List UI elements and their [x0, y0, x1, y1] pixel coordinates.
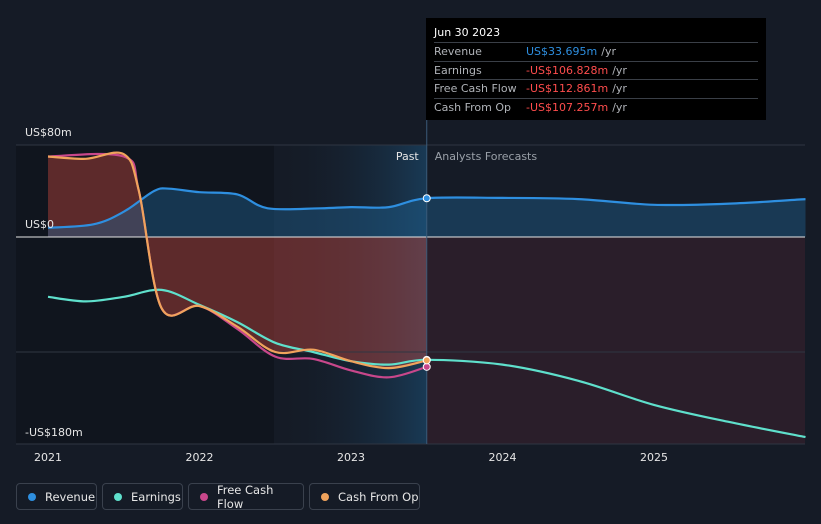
x-tick-label: 2025: [640, 451, 668, 464]
tooltip-row-value: -US$106.828m: [526, 63, 609, 77]
tooltip-row-label: Revenue: [434, 45, 482, 58]
legend-item-free-cash-flow[interactable]: Free Cash Flow: [188, 482, 304, 511]
revenue-marker: [422, 194, 431, 203]
legend-dot-icon: [200, 492, 208, 501]
tooltip-row-unit: /yr: [612, 82, 627, 95]
tooltip-row-value: -US$112.861m: [526, 82, 609, 95]
legend-label: Cash From Op: [338, 489, 419, 504]
legend-item-cash-from-op[interactable]: Cash From Op: [309, 483, 420, 510]
cash-from-op-marker: [422, 356, 431, 365]
tooltip-row-value: US$33.695m: [526, 45, 598, 58]
x-tick-label: 2023: [337, 451, 365, 464]
tooltip-row-unit: /yr: [612, 63, 627, 77]
x-tick-label: 2021: [34, 451, 62, 464]
past-panel-dark: [16, 145, 274, 444]
tooltip-date: Jun 30 2023: [434, 26, 501, 39]
legend-dot-icon: [28, 492, 36, 501]
revenue-line: [47, 187, 806, 229]
tooltip-row-unit: /yr: [612, 100, 627, 114]
tooltip-row: Cash From Op -US$107.257m/yr: [434, 97, 758, 117]
tooltip-row: Earnings -US$106.828m/yr: [434, 60, 758, 80]
forecast-shade: [426, 237, 805, 444]
tooltip-row-unit: /yr: [601, 45, 616, 58]
forecast-label: Analysts Forecasts: [435, 150, 538, 163]
x-tick-label: 2022: [186, 451, 214, 464]
legend-item-earnings[interactable]: Earnings: [102, 483, 183, 510]
cash-from-op-line: [47, 151, 428, 370]
legend-label: Revenue: [45, 489, 96, 504]
legend-label: Free Cash Flow: [216, 482, 274, 511]
tooltip: Jun 30 2023 Revenue US$33.695m/yr Earnings…: [426, 18, 766, 120]
past-label: Past: [396, 150, 420, 163]
tooltip-row-value: -US$107.257m: [526, 100, 609, 114]
legend-label: Earnings: [131, 489, 181, 504]
x-tick-label: 2024: [489, 451, 517, 464]
past-highlight: [274, 145, 427, 444]
y-tick-label: -US$180m: [25, 426, 83, 439]
free-cash-flow-line: [47, 152, 428, 379]
tooltip-row-label: Cash From Op: [434, 100, 512, 114]
tooltip-row: Free Cash Flow -US$112.861m/yr: [434, 79, 758, 98]
y-tick-label: US$80m: [25, 126, 72, 139]
legend-item-revenue[interactable]: Revenue: [16, 483, 97, 510]
tooltip-row: Revenue US$33.695m/yr: [434, 42, 758, 61]
legend-dot-icon: [321, 492, 329, 501]
y-tick-label: US$0: [25, 218, 54, 231]
tooltip-row-label: Free Cash Flow: [434, 82, 517, 95]
cash-from-op-area: [48, 152, 427, 369]
legend-dot-icon: [114, 492, 122, 501]
tooltip-row-label: Earnings: [434, 63, 482, 77]
